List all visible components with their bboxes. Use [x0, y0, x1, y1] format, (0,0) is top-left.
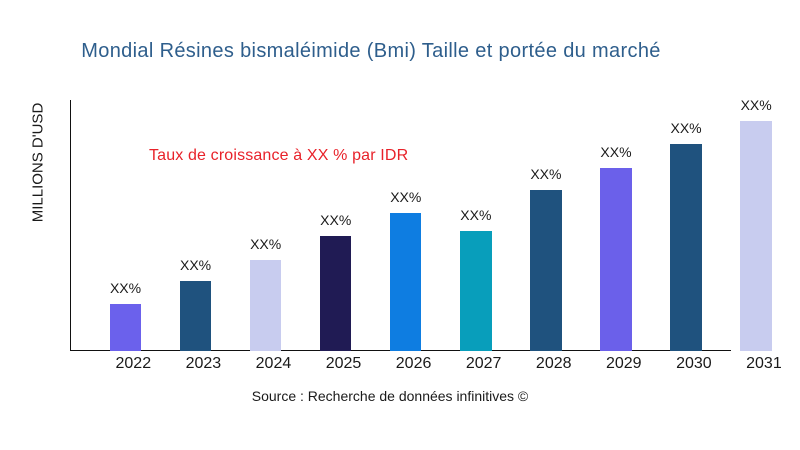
x-tick-label-2030: 2030 [676, 354, 712, 372]
bar-value-label-2030: XX% [670, 119, 702, 136]
bar-value-label-2028: XX% [530, 165, 562, 182]
bar-2029 [600, 168, 632, 351]
y-axis-label: MILLIONS D'USD [29, 102, 47, 222]
x-tick-label-2029: 2029 [605, 354, 642, 372]
bar-value-label-2023: XX% [180, 257, 212, 273]
x-tick-label-2028: 2028 [535, 354, 572, 372]
bar-value-label-2027: XX% [460, 206, 492, 223]
bar-2030 [670, 143, 702, 351]
bar-2024 [249, 259, 282, 351]
bar-value-label-2026: XX% [390, 189, 422, 205]
growth-annotation: Taux de croissance à XX % par IDR [149, 147, 409, 165]
x-tick-label-2031: 2031 [746, 354, 782, 372]
bar-2025 [320, 235, 352, 351]
bar-value-label-2024: XX% [250, 235, 282, 252]
y-axis-line [70, 99, 72, 351]
bar-value-label-2029: XX% [600, 144, 632, 161]
x-tick-label-2025: 2025 [325, 354, 362, 372]
bar-value-label-2031: XX% [740, 97, 772, 113]
bar-2031 [740, 121, 772, 351]
bar-2022 [109, 304, 142, 351]
bar-2023 [179, 281, 212, 351]
bar-2028 [530, 189, 562, 351]
bar-value-label-2022: XX% [109, 280, 142, 296]
x-tick-label-2027: 2027 [465, 354, 502, 372]
x-tick-label-2022: 2022 [115, 354, 152, 372]
bar-value-label-2025: XX% [320, 211, 352, 228]
x-tick-label-2024: 2024 [255, 354, 292, 372]
bar-2026 [390, 213, 422, 351]
chart-title: Mondial Résines bismaléimide (Bmi) Taill… [81, 39, 661, 62]
source-caption: Source : Recherche de données infinitive… [251, 387, 529, 404]
bar-2027 [460, 230, 492, 351]
x-tick-label-2026: 2026 [395, 354, 432, 372]
x-tick-label-2023: 2023 [185, 354, 222, 372]
